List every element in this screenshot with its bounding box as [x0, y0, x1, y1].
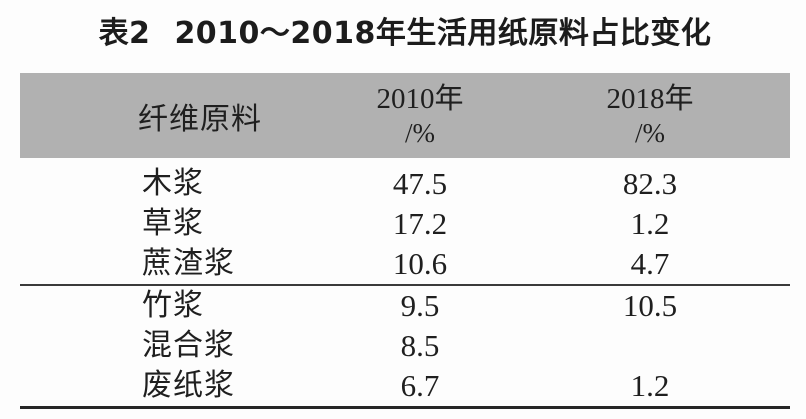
- cell-2018-value: 1.2: [630, 206, 670, 241]
- cell-material: 竹浆: [142, 289, 204, 322]
- cell-2018-value: 1.2: [630, 368, 670, 403]
- cell-material: 草浆: [142, 207, 204, 240]
- cell-2010-value: 6.7: [400, 368, 440, 403]
- column-header-2010-unit: /%: [405, 118, 435, 148]
- cell-material: 木浆: [142, 167, 204, 200]
- cell-material: 混合浆: [142, 329, 235, 362]
- cell-material: 蔗渣浆: [142, 247, 235, 280]
- table-row: 蔗渣浆 10.6 4.7: [20, 244, 790, 284]
- cell-2018-value: [510, 326, 790, 366]
- table-title: 表2 2010～2018年生活用纸原料占比变化: [20, 12, 790, 56]
- column-header-2018-unit: /%: [635, 118, 665, 148]
- cell-2018-value: 10.5: [622, 288, 678, 323]
- cell-2010-value: 10.6: [392, 246, 448, 281]
- table-row: 草浆 17.2 1.2: [20, 204, 790, 244]
- cell-material: 废纸浆: [142, 369, 235, 402]
- cell-2010-value: 9.5: [400, 288, 440, 323]
- cell-2010-value: 47.5: [392, 166, 448, 201]
- column-header-fiber: 纤维原料: [138, 102, 262, 136]
- table-row: 竹浆 9.5 10.5: [20, 286, 790, 326]
- column-header-2018: 2018年 /%: [510, 82, 790, 149]
- column-header-2010-year: 2010年: [376, 83, 464, 115]
- cell-2018-value: 4.7: [630, 246, 670, 281]
- table-number-label: 表2: [98, 16, 151, 51]
- column-header-2010: 2010年 /%: [330, 82, 510, 149]
- column-header-2018-year: 2018年: [606, 83, 694, 115]
- table-row: 混合浆 8.5: [20, 326, 790, 366]
- table-body-group-2: 竹浆 9.5 10.5 混合浆 8.5 废纸浆 6.7 1.2: [20, 286, 790, 409]
- cell-2010-value: 8.5: [400, 328, 440, 363]
- cell-2010-value: 17.2: [392, 206, 448, 241]
- table-row: 废纸浆 6.7 1.2: [20, 366, 790, 406]
- table-row: 木浆 47.5 82.3: [20, 164, 790, 204]
- table-title-text: 2010～2018年生活用纸原料占比变化: [174, 16, 712, 51]
- table-body-group-1: 木浆 47.5 82.3 草浆 17.2 1.2 蔗渣浆 10.6 4.7: [20, 158, 790, 286]
- data-table: 纤维原料 2010年 /% 2018年 /% 木浆 47.5 82.3 草浆 1…: [20, 73, 790, 409]
- table-header-row: 纤维原料 2010年 /% 2018年 /%: [20, 73, 790, 158]
- cell-2018-value: 82.3: [622, 166, 678, 201]
